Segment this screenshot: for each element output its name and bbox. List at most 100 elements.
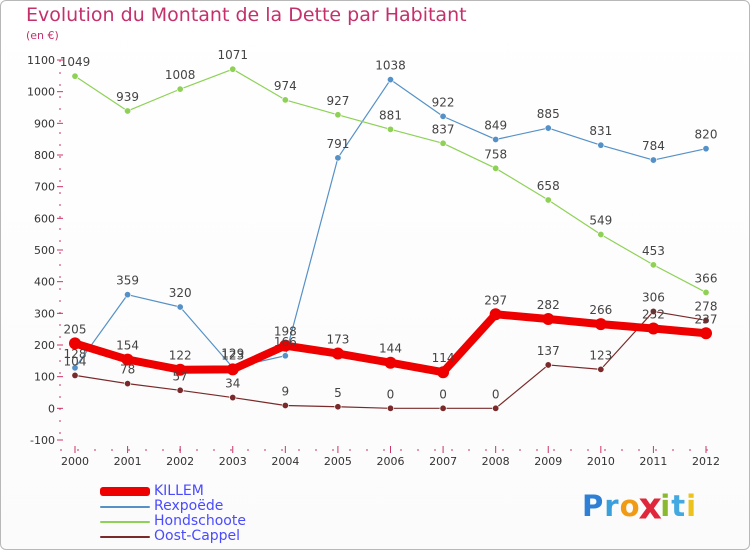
data-point: [647, 322, 660, 335]
data-label: 282: [537, 298, 560, 312]
data-point: [700, 327, 712, 340]
data-point: [649, 156, 657, 164]
data-label: 306: [642, 290, 665, 304]
x-tick-label: 2000: [61, 455, 89, 468]
data-label: 137: [537, 344, 560, 358]
data-point: [334, 403, 342, 411]
logo-letter: t: [671, 489, 687, 523]
logo-letter: o: [619, 489, 641, 523]
data-point: [226, 363, 239, 376]
legend-swatch: [100, 536, 150, 538]
data-label: 114: [432, 351, 455, 365]
data-label: 198: [274, 325, 297, 339]
legend-label: Oost-Cappel: [154, 528, 241, 544]
x-tick-label: 2010: [587, 455, 615, 468]
data-label: 9: [282, 384, 290, 398]
data-label: 205: [64, 322, 87, 336]
data-point: [544, 124, 552, 132]
data-label: 122: [169, 349, 192, 363]
data-label: 1071: [217, 48, 248, 62]
data-label: 366: [695, 271, 718, 285]
data-point: [437, 366, 450, 379]
data-label: 881: [379, 108, 402, 122]
series-line-hondschoote: [74, 68, 707, 294]
data-label: 320: [169, 286, 192, 300]
y-tick-label: 800: [34, 149, 55, 162]
data-label: 123: [589, 348, 612, 362]
data-label: 266: [589, 303, 612, 317]
x-tick-label: 2002: [166, 455, 194, 468]
data-point: [281, 96, 289, 104]
data-point: [124, 380, 132, 388]
data-label: 885: [537, 107, 560, 121]
x-tick-label: 2012: [692, 455, 720, 468]
data-point: [334, 154, 342, 162]
x-tick-label: 2005: [324, 455, 352, 468]
data-point: [174, 363, 187, 376]
y-tick-label: 500: [34, 244, 55, 257]
data-label: 922: [432, 95, 455, 109]
data-point: [124, 107, 132, 115]
data-label: 297: [484, 293, 507, 307]
data-label: 549: [589, 213, 612, 227]
data-label: 974: [274, 79, 297, 93]
data-point: [229, 394, 237, 402]
data-point: [69, 337, 81, 350]
data-label: 1008: [165, 68, 196, 82]
data-label: 758: [484, 147, 507, 161]
data-point: [597, 230, 605, 238]
data-point: [281, 352, 289, 360]
data-label: 104: [64, 354, 87, 368]
y-tick-label: 1000: [27, 86, 55, 99]
data-label: 237: [695, 312, 718, 326]
logo-letter: x: [638, 484, 663, 528]
legend-swatch: [100, 506, 150, 508]
data-label: 820: [695, 128, 718, 142]
legend-label: KILLEM: [154, 483, 204, 499]
data-label: 252: [642, 308, 665, 322]
data-point: [331, 347, 344, 360]
data-point: [492, 404, 500, 412]
data-label: 144: [379, 342, 402, 356]
logo-letter: i: [686, 489, 698, 523]
x-tick-label: 2004: [271, 455, 299, 468]
data-label: 57: [173, 369, 188, 383]
logo-letter: P: [582, 489, 605, 523]
data-label: 831: [589, 124, 612, 138]
data-label: 837: [432, 122, 455, 136]
data-point: [334, 111, 342, 119]
data-point: [702, 145, 710, 153]
data-label: 173: [326, 333, 349, 347]
y-tick-label: 1100: [27, 54, 55, 67]
data-point: [544, 361, 552, 369]
data-point: [71, 364, 79, 372]
data-label: 658: [537, 179, 560, 193]
y-tick-label: 700: [34, 181, 55, 194]
data-point: [176, 85, 184, 93]
data-point: [649, 261, 657, 269]
data-point: [229, 65, 237, 73]
data-point: [544, 196, 552, 204]
x-tick-label: 2006: [377, 455, 405, 468]
data-label: 34: [225, 377, 240, 391]
data-point: [594, 318, 607, 331]
data-label: 1049: [60, 55, 91, 69]
data-label: 5: [334, 386, 342, 400]
data-label: 849: [484, 118, 507, 132]
data-point: [542, 313, 555, 326]
data-label: 129: [221, 346, 244, 360]
legend-label: Hondschoote: [154, 513, 246, 529]
y-tick-label: 600: [34, 212, 55, 225]
y-tick-label: 200: [34, 339, 55, 352]
data-point: [597, 141, 605, 149]
data-point: [386, 125, 394, 133]
data-point: [702, 316, 710, 324]
data-label: 1038: [375, 59, 406, 73]
legend-label: Rexpoëde: [154, 498, 224, 514]
x-tick-label: 2011: [639, 455, 667, 468]
data-point: [489, 308, 502, 321]
data-label: 0: [439, 387, 447, 401]
legend-swatch: [100, 487, 150, 496]
data-point: [71, 72, 79, 80]
